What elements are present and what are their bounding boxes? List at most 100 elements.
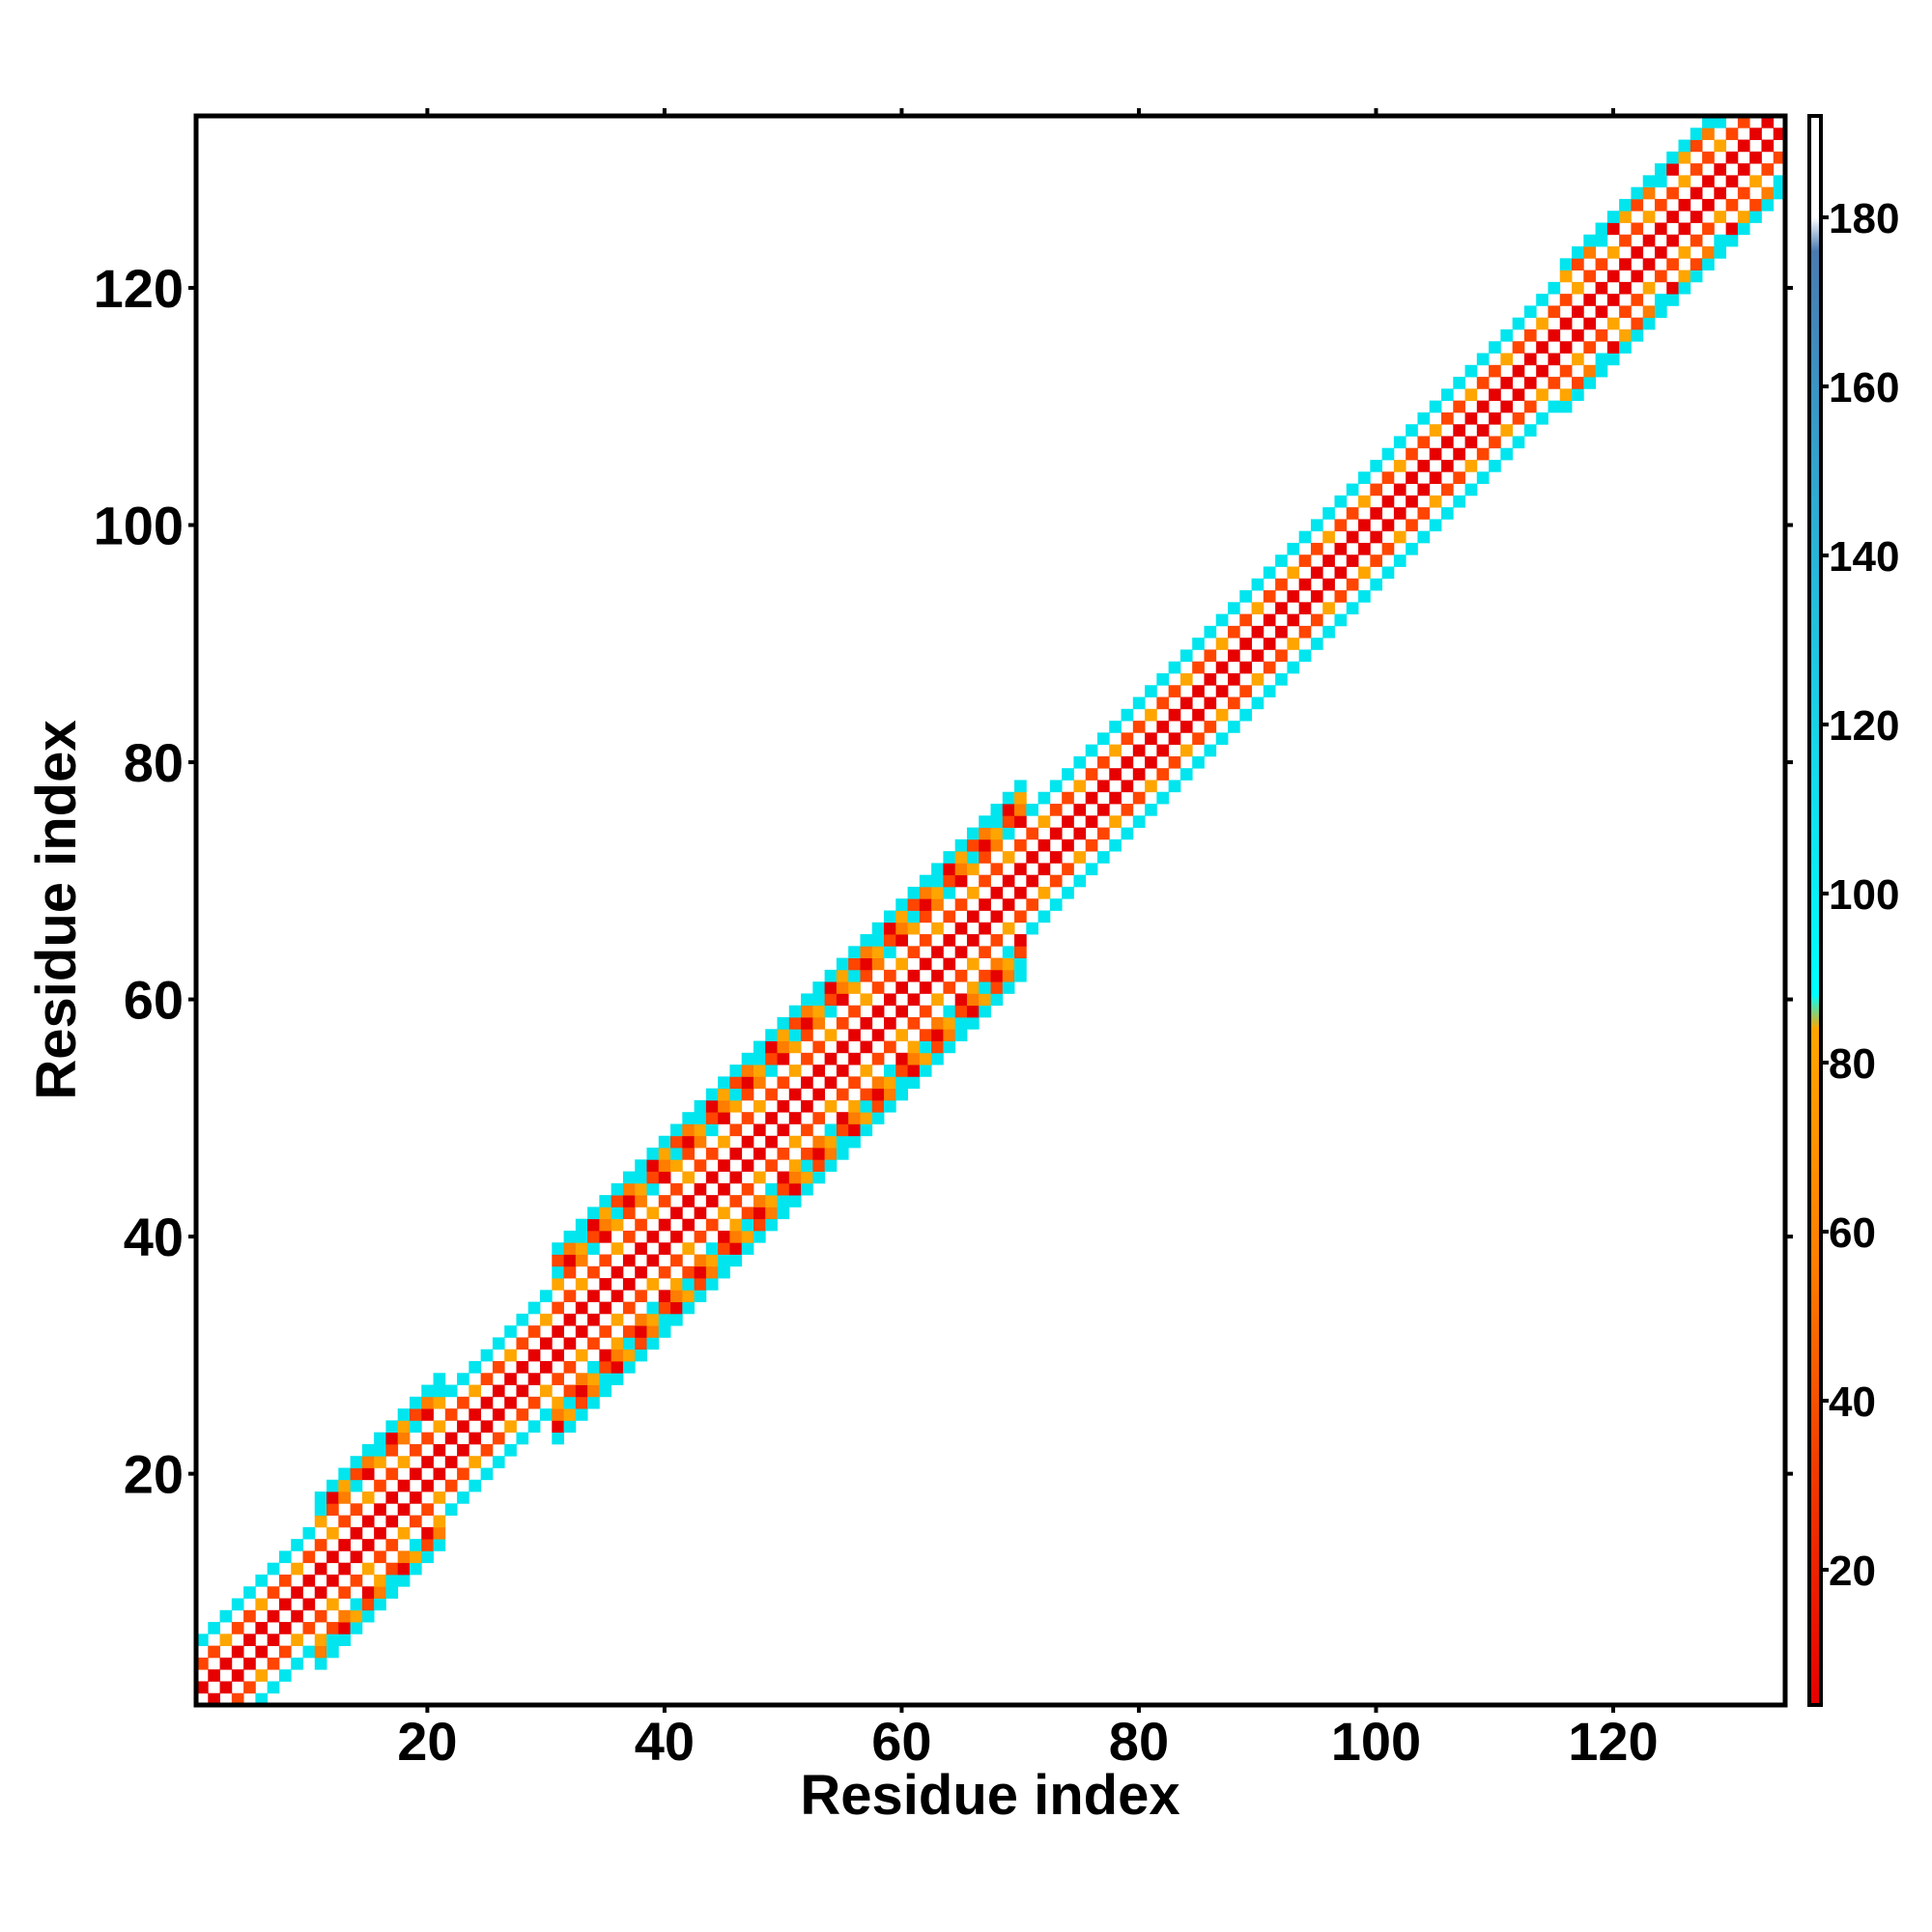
heatmap-cell <box>1572 246 1584 259</box>
heatmap-cell <box>1714 234 1727 247</box>
heatmap-cell <box>966 1016 980 1030</box>
heatmap-cell <box>302 1550 316 1564</box>
heatmap-cell <box>1121 708 1134 722</box>
heatmap-cell <box>1523 424 1537 437</box>
heatmap-cell <box>219 1657 233 1670</box>
heatmap-cell <box>397 1574 411 1587</box>
heatmap-cell <box>1026 851 1039 864</box>
heatmap-cell <box>385 1515 399 1528</box>
heatmap-cell <box>635 1290 647 1303</box>
heatmap-cell <box>1192 685 1205 697</box>
heatmap-cell <box>729 1123 743 1137</box>
heatmap-cell <box>1049 780 1063 793</box>
heatmap-cell <box>1595 305 1608 319</box>
heatmap-cell <box>1275 578 1288 591</box>
heatmap-cell <box>1429 400 1442 413</box>
heatmap-cell <box>1014 934 1027 947</box>
heatmap-cell <box>658 1301 671 1315</box>
heatmap-cell <box>777 1029 790 1041</box>
heatmap-cell <box>563 1360 577 1374</box>
heatmap-cell <box>907 993 921 1007</box>
heatmap-cell <box>1440 483 1454 497</box>
heatmap-cell <box>1298 530 1312 544</box>
heatmap-cell <box>1583 246 1596 259</box>
heatmap-cell <box>1606 294 1620 306</box>
heatmap-cell <box>943 851 956 864</box>
heatmap-cell <box>1298 625 1312 639</box>
heatmap-cell <box>705 1254 719 1267</box>
heatmap-cell <box>480 1373 494 1385</box>
heatmap-cell <box>433 1384 446 1398</box>
heatmap-cell <box>469 1408 482 1421</box>
heatmap-cell <box>1714 116 1727 128</box>
heatmap-cell <box>705 1099 719 1113</box>
heatmap-cell <box>611 1242 624 1255</box>
heatmap-cell <box>694 1159 707 1172</box>
heatmap-cell <box>1572 305 1584 319</box>
heatmap-cell <box>243 1634 256 1647</box>
heatmap-cell <box>1192 755 1205 769</box>
heatmap-cell <box>1263 613 1276 627</box>
heatmap-cell <box>1702 175 1715 188</box>
heatmap-cell <box>705 1218 719 1232</box>
heatmap-cell <box>1725 175 1739 188</box>
heatmap-cell <box>718 1265 730 1279</box>
heatmap-cell <box>860 1112 873 1124</box>
heatmap-cell <box>966 910 980 923</box>
heatmap-cell <box>635 1325 647 1338</box>
heatmap-cell <box>1619 328 1632 342</box>
heatmap-cell <box>788 1040 802 1054</box>
heatmap-cell <box>788 1171 802 1184</box>
heatmap-cell <box>860 946 873 959</box>
heatmap-cell <box>327 1492 339 1504</box>
heatmap-cell <box>848 969 861 982</box>
heatmap-cell <box>540 1313 553 1326</box>
heatmap-cell <box>1690 270 1703 283</box>
heatmap-cell <box>1109 815 1122 828</box>
heatmap-cell <box>1014 863 1027 876</box>
heatmap-cell <box>1393 554 1406 567</box>
heatmap-cell <box>836 1135 849 1149</box>
heatmap-cell <box>1037 815 1051 828</box>
heatmap-cell <box>1062 768 1074 781</box>
heatmap-cell <box>314 1503 327 1516</box>
heatmap-cell <box>788 1135 802 1149</box>
heatmap-cell <box>1275 602 1288 614</box>
heatmap-cell <box>599 1360 612 1374</box>
heatmap-cell <box>385 1467 399 1481</box>
heatmap-cell <box>1464 436 1478 449</box>
x-tick-label: 40 <box>635 1711 695 1772</box>
heatmap-cell <box>1440 460 1454 472</box>
heatmap-cell <box>741 1207 754 1220</box>
heatmap-cell <box>1690 139 1703 153</box>
heatmap-cell <box>338 1622 351 1634</box>
heatmap-cell <box>231 1692 244 1706</box>
heatmap-cell <box>718 1230 730 1243</box>
heatmap-cell <box>943 863 956 876</box>
heatmap-cell <box>278 1574 292 1587</box>
heatmap-cell <box>1204 721 1217 733</box>
heatmap-cell <box>611 1265 624 1279</box>
heatmap-cell <box>599 1230 612 1243</box>
heatmap-cell <box>658 1195 671 1208</box>
heatmap-cell <box>801 1052 813 1065</box>
heatmap-cell <box>1346 602 1359 614</box>
heatmap-cell <box>1489 436 1501 449</box>
heatmap-cell <box>1512 436 1525 449</box>
heatmap-cell <box>682 1301 695 1315</box>
heatmap-cell <box>1631 186 1644 200</box>
heatmap-cell <box>516 1360 529 1374</box>
heatmap-cell <box>1073 827 1087 840</box>
heatmap-cell <box>836 993 849 1007</box>
heatmap-cell <box>243 1586 256 1599</box>
heatmap-cell <box>397 1408 411 1421</box>
y-axis-label: Residue index <box>25 720 88 1099</box>
heatmap-cell <box>1145 804 1157 816</box>
heatmap-cell <box>682 1123 695 1137</box>
heatmap-cell <box>385 1574 399 1587</box>
heatmap-cell <box>741 1112 754 1124</box>
heatmap-cell <box>1322 578 1335 591</box>
heatmap-cell <box>1500 353 1514 366</box>
heatmap-cell <box>1429 495 1442 508</box>
heatmap-cell <box>1310 638 1323 650</box>
